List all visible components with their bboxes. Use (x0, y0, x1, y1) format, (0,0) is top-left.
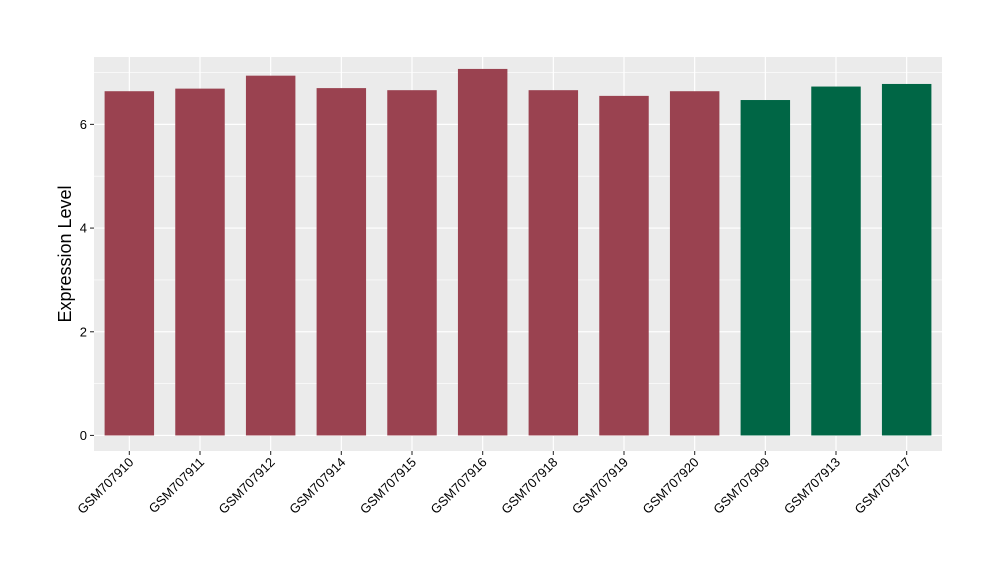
x-tick-label: GSM707914 (286, 455, 348, 517)
bar-GSM707917 (881, 83, 932, 436)
y-tick-label: 4 (80, 221, 87, 236)
x-tick-label: GSM707912 (216, 455, 278, 517)
bar-GSM707912 (245, 75, 296, 436)
x-tick-label: GSM707911 (146, 455, 208, 517)
y-axis: 0 2 4 6 (80, 117, 94, 443)
bar-GSM707914 (316, 88, 367, 436)
bar-GSM707918 (528, 90, 579, 436)
x-tick-label: GSM707919 (569, 455, 631, 517)
bar-GSM707909 (740, 100, 791, 436)
y-tick-label: 2 (80, 324, 87, 339)
x-tick-label: GSM707913 (781, 455, 843, 517)
bar-GSM707919 (599, 95, 649, 436)
x-tick-label: GSM707917 (852, 455, 914, 517)
bar-GSM707913 (811, 86, 861, 436)
x-tick-label: GSM707910 (74, 455, 136, 517)
x-tick-label: GSM707915 (357, 455, 419, 517)
bar-GSM707910 (104, 91, 155, 436)
bar-GSM707911 (175, 88, 225, 436)
bar-GSM707916 (457, 68, 508, 436)
bar-GSM707920 (669, 91, 720, 436)
y-tick-label: 6 (80, 117, 87, 132)
x-tick-label: GSM707918 (498, 455, 560, 517)
bars (104, 68, 932, 436)
plot-panel (94, 57, 942, 451)
x-tick-label: GSM707920 (640, 455, 702, 517)
y-axis-title: Expression Level (55, 185, 75, 322)
x-tick-label: GSM707909 (710, 455, 772, 517)
y-tick-label: 0 (80, 428, 87, 443)
bar-GSM707915 (387, 90, 437, 436)
x-axis: GSM707910 GSM707911 GSM707912 GSM707914 GSM7… (74, 451, 914, 517)
x-tick-label: GSM707916 (428, 455, 490, 517)
